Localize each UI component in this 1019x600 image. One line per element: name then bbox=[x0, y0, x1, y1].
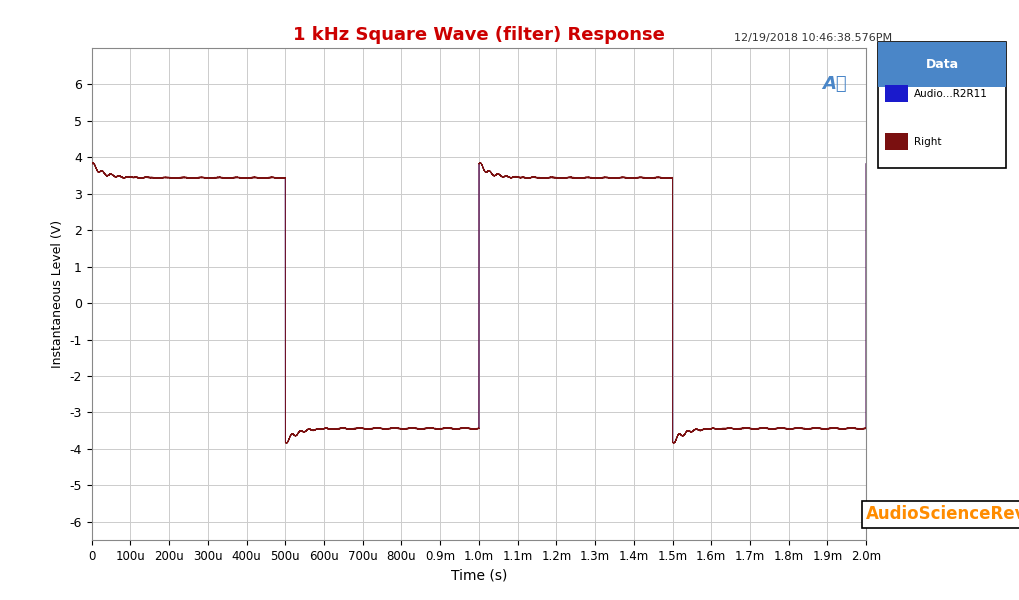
Text: 12/19/2018 10:46:38.576PM: 12/19/2018 10:46:38.576PM bbox=[734, 33, 892, 43]
Text: Right: Right bbox=[914, 137, 942, 146]
Y-axis label: Instantaneous Level (V): Instantaneous Level (V) bbox=[51, 220, 64, 368]
X-axis label: Time (s): Time (s) bbox=[450, 568, 507, 582]
Bar bbox=[884, 133, 908, 151]
Text: AⓅ: AⓅ bbox=[822, 75, 847, 93]
Text: Audio...R2R11: Audio...R2R11 bbox=[914, 89, 987, 98]
Bar bbox=[884, 85, 908, 103]
Title: 1 kHz Square Wave (filter) Response: 1 kHz Square Wave (filter) Response bbox=[293, 26, 664, 44]
Bar bbox=[878, 42, 1006, 88]
Text: AudioScienceReview.com: AudioScienceReview.com bbox=[866, 505, 1019, 523]
Text: Data: Data bbox=[925, 58, 959, 71]
